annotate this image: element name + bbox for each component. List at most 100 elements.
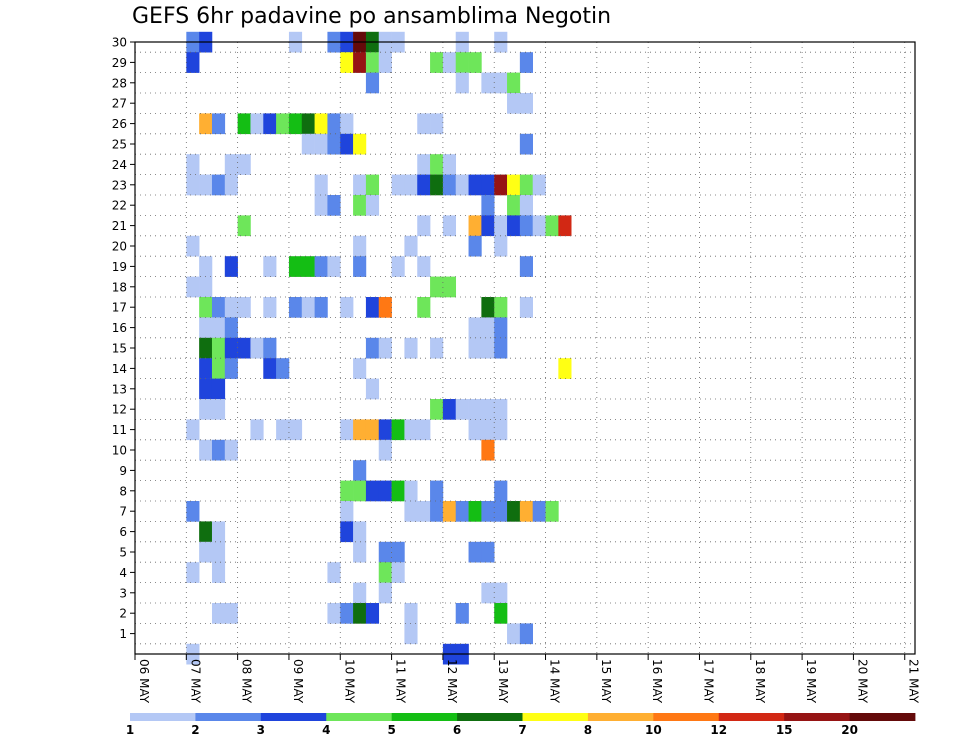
heatmap-cell [327, 133, 341, 155]
heatmap-cell [519, 133, 533, 155]
heatmap-cell [519, 297, 533, 318]
y-tick-label: 19 [112, 260, 127, 274]
heatmap-cell [417, 154, 431, 175]
heatmap-cell [430, 52, 444, 73]
heatmap-cell [301, 133, 315, 155]
heatmap-cell [430, 337, 444, 359]
y-tick-label: 26 [112, 117, 127, 131]
heatmap-cell [507, 215, 521, 237]
colorbar: 1 2 3 4 5 6 7 8 10 12 15 20 [126, 713, 916, 737]
heatmap-cell [481, 501, 495, 522]
y-tick-label: 9 [119, 464, 127, 478]
colorbar-label: 4 [322, 723, 330, 737]
y-tick-label: 16 [112, 321, 127, 335]
heatmap-cell [250, 419, 264, 441]
heatmap-cell [224, 317, 238, 339]
heatmap-cell [494, 399, 508, 420]
heatmap-cell [340, 480, 354, 502]
heatmap-cell [353, 460, 367, 481]
heatmap-cell [417, 501, 431, 522]
heatmap-cell [507, 623, 521, 645]
y-tick-label: 15 [112, 342, 127, 356]
heatmap-cell [314, 297, 328, 318]
heatmap-cell [481, 419, 495, 441]
heatmap-cell [507, 93, 521, 114]
heatmap-cell [519, 623, 533, 645]
colorbar-label: 7 [518, 723, 526, 737]
heatmap-cell [494, 337, 508, 359]
colorbar-label: 5 [387, 723, 395, 737]
heatmap-cell [378, 419, 392, 441]
y-tick-label: 22 [112, 199, 127, 213]
heatmap-cell [545, 215, 559, 237]
heatmap-cell [507, 501, 521, 522]
heatmap-cell [263, 337, 277, 359]
heatmap-cell [365, 195, 380, 216]
heatmap-cell [199, 358, 213, 379]
x-tick-label: 06 MAY [137, 659, 151, 704]
x-tick-label: 14 MAY [548, 659, 562, 704]
heatmap-cell [365, 603, 380, 624]
heatmap-cell [199, 439, 213, 461]
heatmap-cell [288, 256, 303, 277]
heatmap-cell [468, 541, 482, 563]
y-tick-label: 17 [112, 301, 127, 315]
x-tick-label: 15 MAY [599, 659, 613, 704]
y-tick-label: 23 [112, 178, 127, 192]
heatmap-cell [417, 174, 431, 196]
heatmap-cell [430, 276, 444, 298]
heatmap-cell [365, 72, 380, 94]
heatmap-cell [211, 521, 226, 543]
heatmap-cell [353, 52, 367, 73]
heatmap-cell [468, 337, 482, 359]
y-tick-label: 7 [119, 505, 127, 519]
heatmap-cell [211, 399, 226, 420]
heatmap-cell [455, 501, 469, 522]
heatmap-cell [481, 215, 495, 237]
heatmap-cell [365, 337, 380, 359]
heatmap-cell [224, 256, 238, 277]
heatmap-cell [365, 480, 380, 502]
heatmap-cell [481, 72, 495, 94]
heatmap-cell [404, 623, 418, 645]
heatmap-cell [378, 52, 392, 73]
heatmap-cell [481, 317, 495, 339]
y-tick-label: 11 [112, 423, 127, 437]
heatmap-cell [276, 113, 290, 135]
x-tick-label: 20 MAY [855, 659, 869, 704]
heatmap-cell [378, 541, 392, 563]
heatmap-cell [417, 419, 431, 441]
heatmap-cell [494, 480, 508, 502]
heatmap-cell [494, 215, 508, 237]
heatmap-cell [430, 480, 444, 502]
heatmap-cell [365, 378, 380, 400]
heatmap-cell [340, 133, 354, 155]
heatmap-cell [353, 174, 367, 196]
heatmap-cell [353, 603, 367, 624]
heatmap-cell [519, 93, 533, 114]
heatmap-cell [301, 297, 315, 318]
y-tick-label: 13 [112, 382, 127, 396]
y-tick-label: 3 [119, 586, 127, 600]
y-tick-label: 12 [112, 403, 127, 417]
heatmap-cell [519, 195, 533, 216]
heatmap-cell [455, 174, 469, 196]
x-tick-label: 16 MAY [650, 659, 664, 704]
heatmap-cell [199, 541, 213, 563]
heatmap-cell [404, 480, 418, 502]
heatmap-cell [199, 297, 213, 318]
heatmap-cell [211, 317, 226, 339]
heatmap-cell [404, 337, 418, 359]
heatmap-cell [340, 521, 354, 543]
heatmap-cell [391, 419, 405, 441]
colorbar-swatch [587, 713, 654, 721]
chart-title: GEFS 6hr padavine po ansamblima Negotin [132, 4, 612, 29]
heatmap-cell [340, 501, 354, 522]
colorbar-swatch [391, 713, 458, 721]
heatmap-cell [494, 419, 508, 441]
heatmap-cell [558, 215, 572, 237]
heatmap-cell [211, 439, 226, 461]
heatmap-cell [481, 195, 495, 216]
heatmap-cell [468, 317, 482, 339]
heatmap-cell [263, 113, 277, 135]
